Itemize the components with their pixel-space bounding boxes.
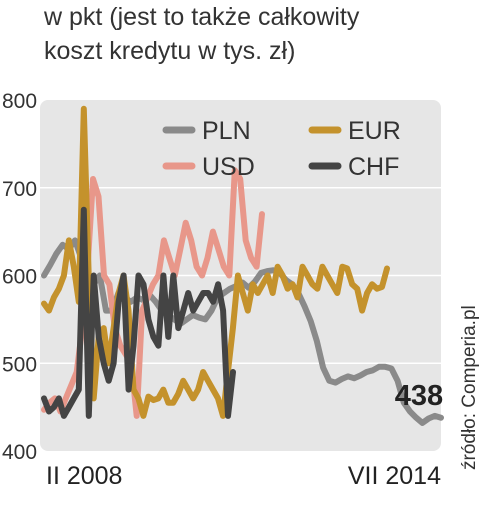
source-note: źródło: Comperia.pl [459, 305, 480, 470]
y-tick-label-800: 800 [2, 90, 37, 113]
y-tick-label-500: 500 [2, 353, 37, 376]
legend-label-usd: USD [202, 153, 255, 181]
legend-label-eur: EUR [348, 117, 401, 145]
y-tick-label-400: 400 [2, 441, 37, 464]
legend: PLN USD EUR CHF [162, 117, 401, 181]
chart-title-line-1: w pkt (jest to także całkowity [44, 3, 360, 31]
x-axis-labels: II 2008 VII 2014 [46, 462, 441, 490]
series-line-chf [41, 206, 236, 419]
chart-title-line-2: koszt kredytu w tys. zł) [44, 37, 296, 65]
x-start-label: II 2008 [46, 462, 122, 490]
y-tick-labels: 400 500 600 700 800 [2, 90, 37, 464]
y-tick-label-600: 600 [2, 266, 37, 289]
final-value-label: 438 [395, 380, 443, 412]
y-tick-label-700: 700 [2, 178, 37, 201]
legend-label-chf: CHF [348, 153, 399, 181]
legend-label-pln: PLN [202, 117, 251, 145]
chart-title: w pkt (jest to także całkowity koszt kre… [44, 0, 474, 68]
x-end-label: VII 2014 [348, 462, 441, 490]
series-lines [41, 105, 444, 426]
